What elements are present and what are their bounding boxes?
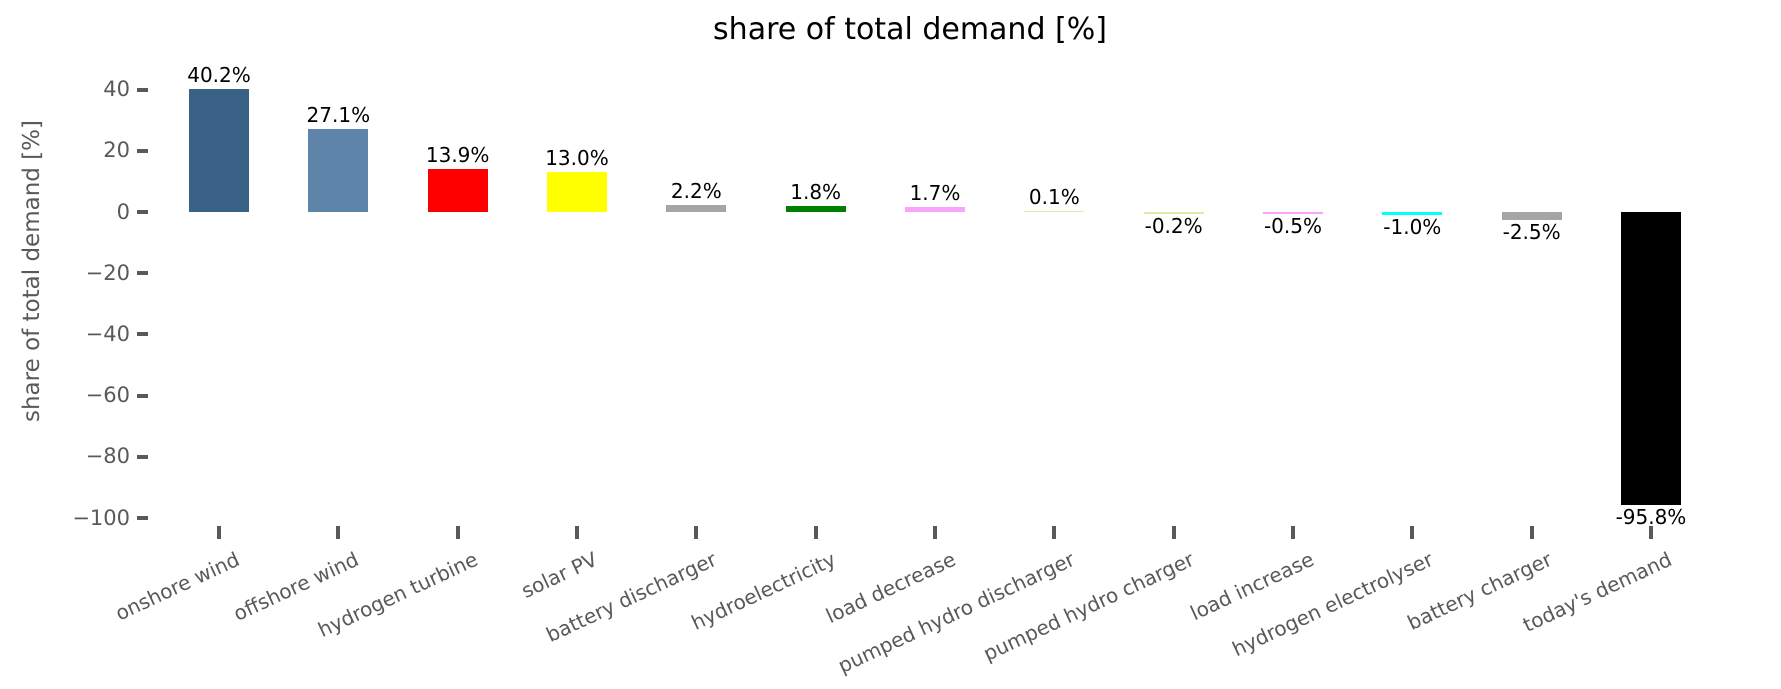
- x-tick-mark: [455, 526, 460, 539]
- x-tick-label-hydrogen-electrolyser: hydrogen electrolyser: [1228, 547, 1437, 662]
- y-tick-mark: [137, 332, 148, 337]
- bar-onshore-wind: [189, 88, 249, 212]
- bar-value-label-pumped-hydro-charger: -0.2%: [1144, 213, 1203, 238]
- y-tick-label--80: −80: [85, 444, 130, 469]
- bar-value-label-load-decrease: 1.7%: [909, 180, 961, 205]
- bar-battery-charger: [1501, 212, 1562, 220]
- y-tick-mark: [137, 87, 148, 92]
- bar-hydrogen-turbine: [427, 169, 488, 212]
- x-tick-label-pumped-hydro-charger: pumped hydro charger: [979, 547, 1198, 666]
- y-tick-label--20: −20: [85, 260, 130, 285]
- y-tick-label-20: 20: [103, 138, 130, 163]
- bar-value-label-onshore-wind: 40.2%: [187, 62, 251, 87]
- x-tick-mark: [932, 526, 937, 539]
- x-tick-mark: [1290, 526, 1295, 539]
- x-tick-mark: [813, 526, 818, 539]
- bar-todays-demand: [1620, 212, 1681, 506]
- bar-value-label-offshore-wind: 27.1%: [306, 103, 371, 128]
- x-tick-mark: [694, 526, 699, 539]
- bar-pumped-hydro-discharger: [1024, 210, 1085, 212]
- y-tick-mark: [137, 454, 148, 459]
- y-tick-mark: [137, 271, 148, 276]
- bar-value-label-hydrogen-electrolyser: -1.0%: [1383, 215, 1442, 240]
- bar-value-label-solar-pv: 13.0%: [545, 146, 609, 171]
- y-tick-label--40: −40: [85, 321, 130, 346]
- bar-solar-pv: [546, 172, 607, 212]
- bar-value-label-hydrogen-turbine: 13.9%: [425, 143, 490, 168]
- y-tick-label--60: −60: [85, 383, 130, 408]
- bar-hydrogen-electrolyser: [1382, 212, 1443, 216]
- bar-value-label-pumped-hydro-discharger: 0.1%: [1028, 184, 1080, 209]
- x-tick-mark: [1410, 526, 1415, 539]
- x-tick-mark: [1648, 526, 1653, 539]
- bar-value-label-hydroelectricity: 1.8%: [790, 180, 842, 205]
- bar-value-label-todays-demand: -95.8%: [1615, 505, 1687, 530]
- y-tick-mark: [137, 516, 148, 520]
- x-tick-mark: [336, 526, 341, 539]
- x-tick-mark: [1171, 526, 1176, 539]
- bar-battery-discharger: [666, 205, 727, 212]
- x-tick-mark: [1052, 526, 1057, 539]
- bar-load-increase: [1262, 212, 1323, 214]
- x-tick-label-onshore-wind: onshore wind: [111, 547, 244, 626]
- x-tick-mark: [1529, 526, 1534, 539]
- bar-value-label-battery-charger: -2.5%: [1502, 219, 1561, 244]
- y-tick-label--100: −100: [72, 505, 130, 530]
- bar-load-decrease: [904, 206, 965, 212]
- x-tick-label-solar-pv: solar PV: [517, 547, 602, 603]
- bar-value-label-load-increase: -0.5%: [1263, 213, 1322, 238]
- chart-title: share of total demand [%]: [713, 12, 1107, 47]
- bar-offshore-wind: [308, 129, 369, 212]
- bar-hydroelectricity: [785, 206, 846, 212]
- x-tick-mark: [574, 526, 579, 539]
- y-tick-label-0: 0: [116, 199, 130, 224]
- y-tick-mark: [137, 148, 148, 153]
- y-tick-label-40: 40: [103, 77, 130, 102]
- x-tick-mark: [217, 526, 221, 539]
- bar-pumped-hydro-charger: [1143, 212, 1204, 214]
- y-tick-mark: [137, 393, 148, 398]
- y-tick-mark: [137, 210, 148, 214]
- bar-value-label-battery-discharger: 2.2%: [670, 179, 722, 204]
